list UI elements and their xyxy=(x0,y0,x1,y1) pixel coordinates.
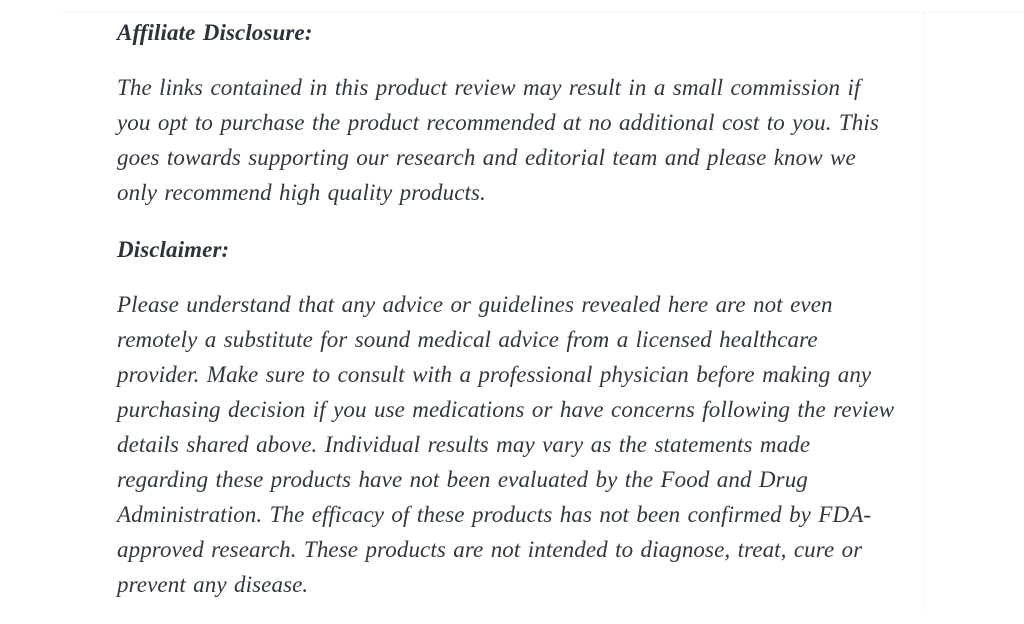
affiliate-disclosure-paragraph: The links contained in this product revi… xyxy=(117,75,879,205)
article-content: Affiliate Disclosure: The links containe… xyxy=(117,15,947,624)
panel-top-edge xyxy=(58,12,1024,13)
disclaimer-heading: Disclaimer: xyxy=(117,237,230,262)
disclaimer-paragraph: Please understand that any advice or gui… xyxy=(117,292,895,597)
panel-right-edge xyxy=(923,12,924,610)
affiliate-disclosure-heading: Affiliate Disclosure: xyxy=(117,20,313,45)
